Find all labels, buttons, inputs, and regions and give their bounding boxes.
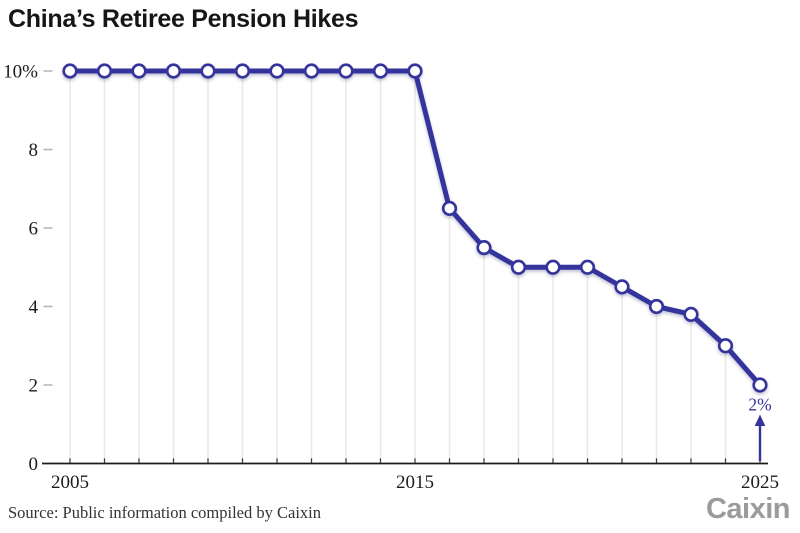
data-point	[510, 259, 527, 275]
source-note: Source: Public information compiled by C…	[8, 503, 321, 522]
y-axis-label: 6	[29, 219, 39, 240]
chart-title: China’s Retiree Pension Hikes	[8, 5, 359, 33]
x-axis-label: 2025	[741, 472, 779, 493]
y-axis-label: 4	[29, 297, 39, 318]
x-axis-tick-group	[69, 458, 761, 464]
data-point	[200, 63, 216, 79]
caixin-logo: Caixin	[705, 493, 791, 525]
data-point	[269, 63, 285, 79]
data-point	[407, 63, 423, 79]
x-axis-label-group: 2005 2015 2025	[51, 472, 779, 493]
data-point	[752, 377, 768, 393]
y-axis-label: 2	[29, 376, 39, 397]
data-point	[62, 63, 78, 79]
data-series	[62, 63, 768, 393]
data-point	[648, 298, 665, 315]
y-axis-label: 8	[29, 140, 39, 161]
x-axis-label: 2005	[51, 472, 89, 493]
y-axis-label-group: 0 2 4 6 8 10%	[3, 62, 53, 475]
data-point	[476, 240, 492, 256]
annotation-arrow-icon	[754, 414, 766, 426]
y-axis-label: 10%	[3, 62, 38, 83]
data-point	[131, 63, 147, 79]
data-point	[545, 259, 561, 275]
data-point	[338, 63, 354, 79]
annotation-label: 2%	[748, 395, 771, 415]
data-point	[614, 279, 630, 295]
dropline-group	[69, 79, 727, 463]
y-axis-label: 0	[29, 454, 39, 475]
data-point	[165, 63, 182, 79]
data-point	[372, 63, 389, 79]
data-point	[303, 63, 320, 79]
data-point	[579, 259, 596, 275]
x-axis-label: 2015	[396, 472, 434, 493]
data-point	[96, 63, 113, 79]
data-point	[441, 200, 458, 216]
data-point	[683, 306, 699, 322]
data-point	[234, 63, 251, 79]
data-point	[717, 338, 734, 354]
